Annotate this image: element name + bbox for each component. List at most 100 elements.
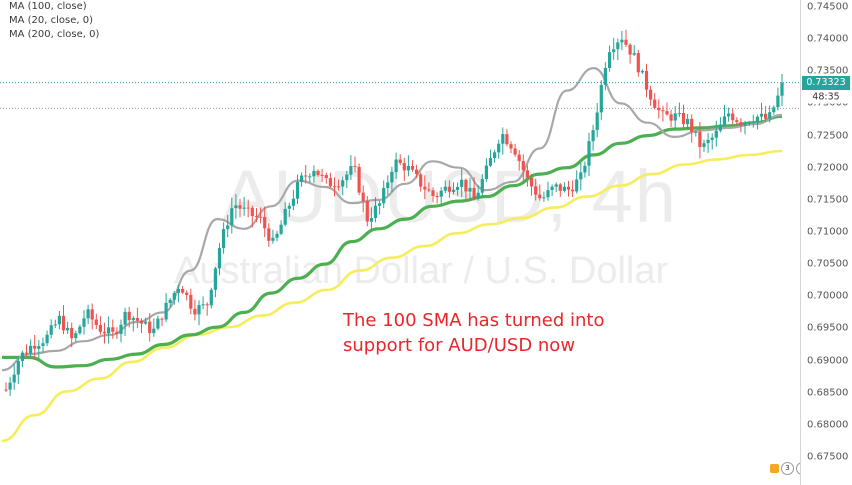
price-tick-label: 0.70500 [807, 258, 849, 270]
candle-down [98, 325, 102, 332]
candle-up [349, 166, 353, 175]
candle-up [759, 113, 764, 117]
candle-up [550, 186, 554, 190]
candle-up [451, 189, 456, 192]
candle-down [148, 321, 152, 334]
price-tick-label: 0.69000 [807, 355, 849, 367]
candle-up [78, 326, 82, 334]
candle-up [579, 172, 583, 180]
candle-down [189, 294, 193, 309]
candle-up [632, 53, 636, 55]
candle-up [164, 302, 168, 320]
candle-down [447, 186, 451, 192]
candle-down [332, 186, 337, 188]
chart-area[interactable]: MA (100, close) MA (20, close, 0) MA (20… [0, 0, 800, 485]
price-tick-label: 0.69500 [807, 322, 849, 334]
legend-ma100[interactable]: MA (100, close) [9, 1, 87, 12]
candle-up [197, 305, 201, 315]
candle-down [238, 205, 242, 209]
candle-up [673, 113, 677, 121]
candle-up [677, 113, 681, 114]
candle-up [743, 123, 747, 126]
candle-down [160, 318, 164, 320]
candle-up [345, 174, 349, 181]
candle-up [640, 70, 644, 73]
candle-up [57, 315, 61, 325]
candle-up [591, 130, 595, 142]
price-tick-label: 0.70000 [807, 290, 849, 302]
candle-down [353, 166, 357, 168]
candle-down [24, 352, 29, 354]
candle-up [49, 325, 53, 335]
candle-up [484, 165, 488, 180]
candle-down [644, 70, 649, 90]
candle-up [406, 166, 410, 171]
candle-up [776, 95, 780, 108]
candle-up [222, 229, 226, 249]
candle-up [554, 184, 558, 187]
candle-up [295, 182, 300, 199]
candle-up [468, 187, 472, 192]
price-tick-label: 0.71000 [807, 226, 849, 238]
candle-up [369, 218, 373, 222]
candle-down [259, 216, 263, 218]
candle-down [731, 113, 735, 121]
candle-down [205, 304, 209, 306]
candle-up [144, 321, 148, 324]
candle-down [320, 174, 324, 176]
candle-up [686, 118, 690, 125]
candle-down [250, 207, 254, 216]
candle-down [263, 216, 267, 229]
candle-down [690, 118, 694, 132]
candle-down [665, 111, 669, 115]
candle-up [275, 233, 279, 238]
candle-down [624, 39, 628, 45]
legend-ma200[interactable]: MA (200, close, 0) [9, 29, 100, 40]
candle-up [308, 176, 312, 178]
candle-down [139, 320, 144, 324]
candle-down [534, 186, 538, 195]
candle-up [620, 39, 624, 43]
chart-annotation: The 100 SMA has turned into support for … [343, 308, 604, 358]
price-tick-label: 0.68000 [807, 419, 849, 431]
flag-icon[interactable] [770, 464, 779, 473]
candle-up [172, 293, 176, 300]
candle-up [53, 324, 57, 326]
candle-up [747, 123, 751, 124]
candle-up [480, 179, 484, 193]
price-tick-label: 0.73500 [807, 65, 849, 77]
candle-down [357, 166, 361, 193]
candle-down [571, 189, 575, 192]
candle-up [583, 165, 587, 173]
candle-down [505, 134, 509, 145]
candle-down [739, 122, 743, 126]
candle-down [529, 177, 534, 187]
candle-down [661, 110, 665, 112]
candle-up [768, 112, 772, 119]
candle-down [115, 331, 119, 334]
candle-up [66, 327, 70, 331]
candle-up [587, 141, 591, 166]
indicator-badges[interactable]: 3 4 [770, 462, 800, 475]
candle-up [501, 134, 505, 144]
indicator-badge-3[interactable]: 3 [781, 462, 794, 475]
candle-down [70, 327, 74, 339]
candle-up [497, 143, 501, 153]
candle-down [698, 131, 702, 147]
candle-down [402, 163, 406, 171]
candle-up [16, 360, 20, 375]
candle-up [595, 112, 599, 131]
candle-down [304, 175, 308, 177]
candle-up [107, 327, 111, 334]
candle-up [755, 116, 759, 122]
price-chart[interactable] [0, 0, 800, 485]
legend-ma20[interactable]: MA (20, close, 0) [9, 15, 94, 26]
candle-up [242, 207, 246, 209]
indicator-legend: MA (100, close) MA (20, close, 0) MA (20… [9, 0, 99, 42]
indicator-badge-4[interactable]: 4 [796, 462, 800, 475]
candle-down [521, 161, 525, 171]
candle-up [82, 318, 86, 327]
moving-average-lines [1, 67, 783, 443]
candle-down [415, 169, 419, 175]
price-axis[interactable]: 0.74500 0.74000 0.73500 0.73000 0.72500 0.720… [800, 0, 852, 485]
